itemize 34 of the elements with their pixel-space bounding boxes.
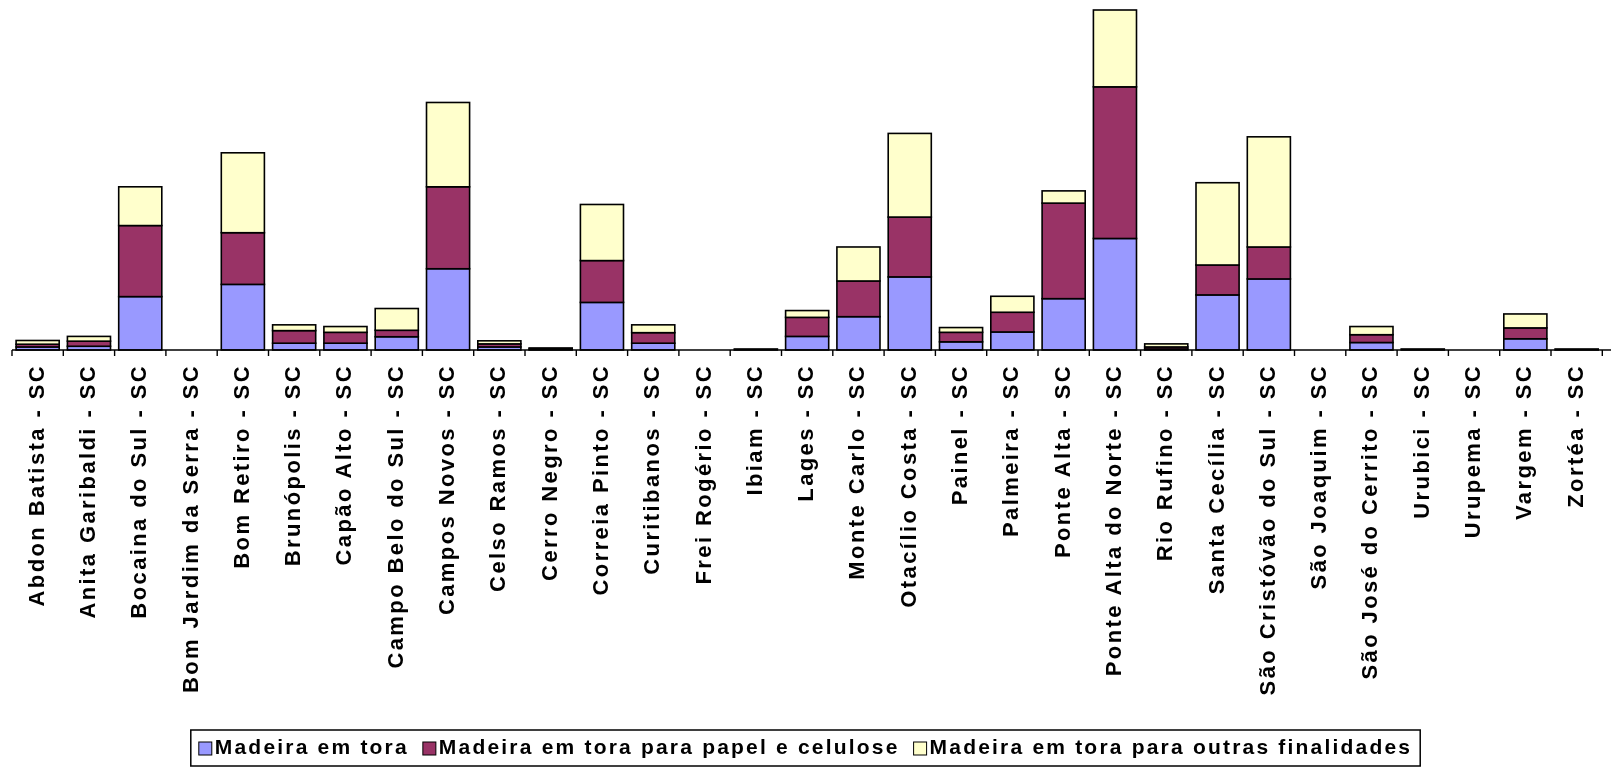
x-tick-label: Ibiam - SC <box>741 364 767 496</box>
x-tick-label: Santa Cecília - SC <box>1203 364 1229 595</box>
x-tick-label: Urubici - SC <box>1408 364 1434 519</box>
x-tick-label: Ponte Alta do Norte - SC <box>1100 364 1126 677</box>
x-tick-label: Cerro Negro - SC <box>536 364 562 581</box>
x-tick-label: Urupema - SC <box>1460 364 1486 539</box>
x-tick-label: Campos Novos - SC <box>434 364 460 616</box>
x-tick-label: Otacílio Costa - SC <box>895 364 921 608</box>
x-tick-label: Monte Carlo - SC <box>844 364 870 580</box>
x-tick-label: São José do Cerrito - SC <box>1357 364 1383 680</box>
x-tick-label: Vargem - SC <box>1511 364 1537 521</box>
x-tick-label: Anita Garibaldi - SC <box>74 364 100 619</box>
x-tick-label: Frei Rogério - SC <box>690 364 716 585</box>
legend-label: Madeira em tora <box>214 735 409 758</box>
x-tick-label: Bom Retiro - SC <box>228 364 254 569</box>
x-tick-label: São Cristóvão do Sul - SC <box>1254 364 1280 696</box>
x-tick-label: Ponte Alta - SC <box>1049 364 1075 559</box>
x-tick-label: Lages - SC <box>793 364 819 502</box>
x-tick-label: Palmeira - SC <box>998 364 1024 538</box>
x-tick-label: Correia Pinto - SC <box>587 364 613 596</box>
x-tick-label: Zortéa - SC <box>1562 364 1588 508</box>
x-tick-label: Brunópolis - SC <box>280 364 306 567</box>
x-tick-label: Bom Jardim da Serra - SC <box>177 364 203 694</box>
x-tick-label: Bocaina do Sul - SC <box>126 364 152 619</box>
x-tick-label: Rio Rufino - SC <box>1152 364 1178 562</box>
x-tick-label: Celso Ramos - SC <box>485 364 511 592</box>
legend-label: Madeira em tora para outras finalidades <box>929 735 1413 758</box>
x-tick-label: Capão Alto - SC <box>331 364 357 566</box>
legend-label: Madeira em tora para papel e celulose <box>438 735 900 758</box>
x-tick-label: Campo Belo do Sul - SC <box>382 364 408 669</box>
x-tick-label: Curitibanos - SC <box>639 364 665 575</box>
x-tick-label: Abdon Batista - SC <box>23 364 49 607</box>
x-tick-label: Painel - SC <box>947 364 973 506</box>
x-tick-label: São Joaquim - SC <box>1306 364 1332 590</box>
